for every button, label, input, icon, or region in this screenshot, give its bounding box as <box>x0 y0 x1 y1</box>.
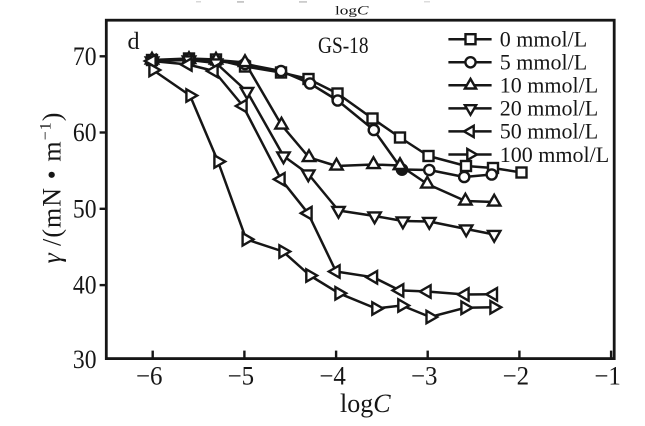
svg-text:logC: logC <box>335 3 369 18</box>
svg-text:60: 60 <box>73 118 97 147</box>
svg-text:−6: −6 <box>136 362 163 391</box>
svg-text:70: 70 <box>73 42 97 71</box>
svg-text:5 mmol/L: 5 mmol/L <box>500 50 587 75</box>
svg-text:30: 30 <box>73 345 97 374</box>
svg-text:0 mmol/L: 0 mmol/L <box>500 27 587 52</box>
svg-text:10 mmol/L: 10 mmol/L <box>500 73 598 98</box>
svg-text:−2: −2 <box>503 362 530 391</box>
svg-text:logC: logC <box>340 389 391 418</box>
svg-text:−3: −3 <box>411 362 438 391</box>
svg-text:d: d <box>128 29 140 55</box>
svg-text:−4: −4 <box>319 362 346 391</box>
svg-text:50: 50 <box>73 194 97 223</box>
svg-text:−5: −5 <box>228 362 255 391</box>
svg-text:−1: −1 <box>594 362 621 391</box>
svg-text:40: 40 <box>73 271 97 300</box>
svg-text:100 mmol/L: 100 mmol/L <box>500 142 609 167</box>
svg-text:50 mmol/L: 50 mmol/L <box>500 119 598 144</box>
svg-text:GS-18: GS-18 <box>318 33 369 59</box>
svg-text:20 mmol/L: 20 mmol/L <box>500 96 598 121</box>
